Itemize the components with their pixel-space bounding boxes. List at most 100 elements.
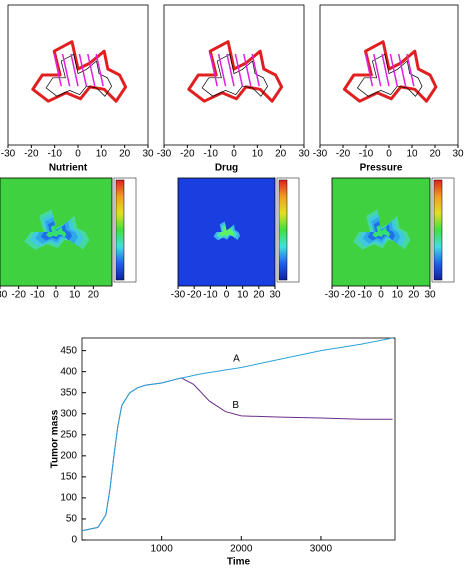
vessel xyxy=(373,53,382,87)
colorbar xyxy=(115,179,125,281)
annotation: B xyxy=(232,400,239,411)
panel-title: Drug xyxy=(215,163,238,174)
x-tick-label: 20 xyxy=(88,290,100,301)
inner-contour xyxy=(357,53,423,97)
x-tick-label: -10 xyxy=(203,290,218,301)
x-tick-label: 3000 xyxy=(310,544,333,555)
vessel xyxy=(364,53,374,87)
contour-fill xyxy=(219,226,234,237)
x-tick-label: -30 xyxy=(171,290,186,301)
x-tick-label: 1000 xyxy=(151,544,174,555)
colorbar-frame xyxy=(113,177,137,283)
x-tick-label: 20 xyxy=(275,149,287,160)
vessel xyxy=(217,53,227,87)
x-tick-label: 20 xyxy=(119,149,131,160)
x-tick-label: -10 xyxy=(357,290,372,301)
vessel xyxy=(381,53,390,87)
x-tick-label: -20 xyxy=(24,149,39,160)
x-tick-label: -20 xyxy=(336,149,351,160)
x-tick-label: 0 xyxy=(386,149,392,160)
y-tick-label: 250 xyxy=(60,429,77,440)
tumor-boundary xyxy=(187,40,284,103)
x-tick-label: 0 xyxy=(378,290,384,301)
vessel xyxy=(61,53,71,87)
y-tick-label: 300 xyxy=(60,408,77,419)
x-tick-label: 30 xyxy=(269,290,281,301)
x-axis-label: Time xyxy=(227,557,251,568)
x-tick-label: 2000 xyxy=(230,544,253,555)
y-tick-label: 400 xyxy=(60,366,77,377)
x-tick-label: -10 xyxy=(47,149,62,160)
colorbar xyxy=(433,179,443,281)
x-tick-label: 0 xyxy=(231,149,237,160)
inner-contour xyxy=(45,53,113,97)
x-tick-label: 10 xyxy=(96,149,108,160)
x-tick-label: 20 xyxy=(253,290,265,301)
x-tick-label: -10 xyxy=(203,149,218,160)
y-tick-label: 350 xyxy=(60,387,77,398)
annotation: A xyxy=(233,353,240,364)
tumor-boundary xyxy=(342,40,438,103)
x-tick-label: 10 xyxy=(237,290,249,301)
inner-contour xyxy=(201,53,269,97)
x-tick-label: -30 xyxy=(1,149,16,160)
vessel xyxy=(243,53,252,87)
x-tick-label: -10 xyxy=(30,290,45,301)
y-tick-label: 0 xyxy=(71,535,77,546)
plot-frame xyxy=(81,337,396,541)
vessel xyxy=(53,53,62,87)
x-tick-label: 10 xyxy=(392,290,404,301)
vessel xyxy=(406,53,415,87)
vessel xyxy=(389,53,399,87)
vessel xyxy=(87,53,96,87)
y-tick-label: 200 xyxy=(60,450,77,461)
x-tick-label: -20 xyxy=(187,290,202,301)
x-tick-label: 10 xyxy=(252,149,264,160)
x-tick-label: 0 xyxy=(75,149,81,160)
x-tick-label: -20 xyxy=(341,290,356,301)
y-tick-label: 50 xyxy=(66,514,78,525)
x-tick-label: -30 xyxy=(313,149,328,160)
vessel xyxy=(95,53,104,87)
panel-title: Nutrient xyxy=(49,163,88,174)
vessel xyxy=(251,53,260,87)
x-tick-label: 30 xyxy=(452,149,464,160)
colorbar xyxy=(278,179,288,281)
x-tick-label: -30 xyxy=(157,149,172,160)
vessel xyxy=(78,53,88,87)
panel-title: Pressure xyxy=(360,163,403,174)
contour-fill xyxy=(46,225,67,238)
x-tick-label: 0 xyxy=(53,290,59,301)
x-tick-label: 20 xyxy=(429,149,441,160)
vessel xyxy=(397,53,407,87)
panel xyxy=(163,4,305,146)
x-tick-label: 30 xyxy=(424,290,436,301)
x-tick-label: -10 xyxy=(359,149,374,160)
x-tick-label: -30 xyxy=(325,290,340,301)
x-tick-label: 20 xyxy=(408,290,420,301)
series-line xyxy=(81,337,393,532)
vessel xyxy=(70,53,79,87)
tumor-boundary xyxy=(31,40,128,103)
panel xyxy=(319,4,459,146)
x-tick-label: -30 xyxy=(0,290,8,301)
y-tick-label: 450 xyxy=(60,345,77,356)
x-tick-label: 30 xyxy=(142,149,154,160)
x-tick-label: 10 xyxy=(69,290,81,301)
x-tick-label: 0 xyxy=(224,290,230,301)
x-tick-label: 30 xyxy=(298,149,310,160)
x-tick-label: -20 xyxy=(180,149,195,160)
contour-fill xyxy=(372,225,390,238)
colorbar-frame xyxy=(431,177,455,283)
y-tick-label: 150 xyxy=(60,472,77,483)
panel xyxy=(7,4,149,146)
y-axis-label: Tumor mass xyxy=(50,409,61,468)
vessel xyxy=(209,53,218,87)
y-tick-label: 100 xyxy=(60,493,77,504)
x-tick-label: 10 xyxy=(406,149,418,160)
colorbar-frame xyxy=(276,177,300,283)
vessel xyxy=(234,53,244,87)
x-tick-label: -20 xyxy=(11,290,26,301)
vessel xyxy=(226,53,235,87)
